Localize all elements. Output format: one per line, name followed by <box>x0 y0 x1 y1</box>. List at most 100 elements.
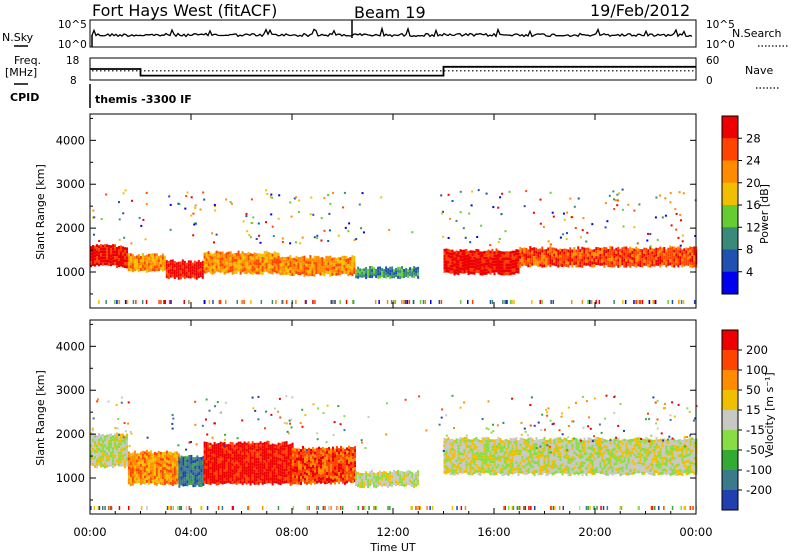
velocity-cell <box>589 440 592 444</box>
velocity-cell <box>116 456 118 460</box>
power-cell <box>345 265 348 268</box>
power-cell <box>195 261 198 265</box>
velocity-cell <box>465 454 468 458</box>
velocity-cell <box>271 473 274 477</box>
power-cell <box>541 252 544 256</box>
power-cell <box>387 268 390 272</box>
power-cell <box>309 270 312 274</box>
velocity-cell <box>265 441 268 445</box>
power-cell <box>100 262 102 266</box>
power-cell <box>557 261 560 265</box>
velocity-cell <box>143 454 146 458</box>
velocity-cell <box>231 454 234 458</box>
velocity-cell <box>171 482 174 486</box>
power-cell <box>681 249 684 253</box>
power-cell <box>295 258 298 262</box>
power-cell <box>627 260 630 264</box>
power-echo <box>680 219 682 222</box>
power-cell <box>649 258 652 262</box>
velocity-cell <box>161 452 164 456</box>
power-cell <box>595 256 598 260</box>
power-cell <box>613 258 616 262</box>
power-cell <box>209 264 212 268</box>
power-cell <box>118 249 120 252</box>
velocity-cell <box>599 447 602 450</box>
velocity-cell <box>219 468 222 472</box>
velocity-cell <box>320 459 322 463</box>
power-cell <box>219 251 222 255</box>
power-colorbar-swatch <box>722 182 738 206</box>
velocity-cell <box>465 460 468 464</box>
velocity-cell <box>157 477 160 481</box>
power-cell <box>453 254 456 258</box>
power-cell <box>415 273 418 277</box>
velocity-cell <box>255 445 258 449</box>
velocity-cell <box>531 444 534 448</box>
velocity-cell <box>143 472 146 476</box>
power-cell <box>687 247 690 251</box>
power-cell <box>341 264 344 268</box>
velocity-cell <box>229 474 232 478</box>
power-cell <box>679 259 682 263</box>
freq-right-tick-top: 60 <box>706 55 719 67</box>
power-cell <box>175 268 178 272</box>
velocity-cell <box>491 466 494 470</box>
power-cell <box>341 261 344 265</box>
power-cell <box>201 260 204 264</box>
velocity-cell <box>445 444 448 448</box>
power-cell <box>635 261 638 265</box>
power-cell <box>181 268 184 272</box>
power-echo <box>480 224 483 227</box>
power-cell <box>265 250 268 254</box>
velocity-cell <box>369 480 372 484</box>
velocity-cell <box>567 473 570 476</box>
velocity-cell <box>575 438 578 442</box>
power-cell <box>453 251 456 255</box>
velocity-cell <box>517 470 520 474</box>
velocity-cell <box>149 480 152 484</box>
velocity-cell <box>515 458 518 462</box>
power-cell <box>285 265 288 269</box>
velocity-cell <box>145 479 148 483</box>
power-cell <box>389 272 392 276</box>
velocity-cell <box>387 472 390 476</box>
velocity-cell <box>499 456 502 460</box>
velocity-cell <box>385 477 388 481</box>
velocity-cell <box>94 446 96 450</box>
velocity-cell <box>485 448 488 452</box>
velocity-cell <box>245 448 248 452</box>
velocity-cell <box>330 475 332 479</box>
power-ground <box>539 300 541 304</box>
velocity-cell <box>541 447 544 451</box>
velocity-cell <box>281 441 284 445</box>
velocity-cell <box>457 450 460 454</box>
power-cell <box>547 247 550 251</box>
power-cell <box>311 261 314 265</box>
power-cell <box>465 257 468 261</box>
velocity-cell <box>145 452 148 456</box>
power-cell <box>219 266 222 270</box>
power-cell <box>685 247 688 251</box>
power-ground <box>345 300 348 304</box>
velocity-cell <box>559 470 562 474</box>
velocity-cell <box>213 478 216 481</box>
velocity-cell <box>112 447 114 451</box>
power-cell <box>483 262 486 266</box>
power-cell <box>189 275 192 279</box>
velocity-cell <box>491 463 494 467</box>
power-cell <box>563 257 566 261</box>
velocity-cell <box>237 441 240 445</box>
power-cell <box>331 263 334 267</box>
power-cell <box>567 249 570 253</box>
velocity-cell <box>213 451 216 454</box>
power-cell <box>253 252 256 256</box>
station-title: Fort Hays West (fitACF) <box>92 1 277 20</box>
velocity-cell <box>348 451 350 455</box>
power-cell <box>205 252 208 256</box>
velocity-cell <box>453 466 456 470</box>
velocity-cell <box>557 446 560 450</box>
velocity-cell <box>294 466 296 470</box>
velocity-cell <box>555 452 558 456</box>
velocity-cell <box>557 449 560 453</box>
velocity-cell <box>379 476 382 480</box>
